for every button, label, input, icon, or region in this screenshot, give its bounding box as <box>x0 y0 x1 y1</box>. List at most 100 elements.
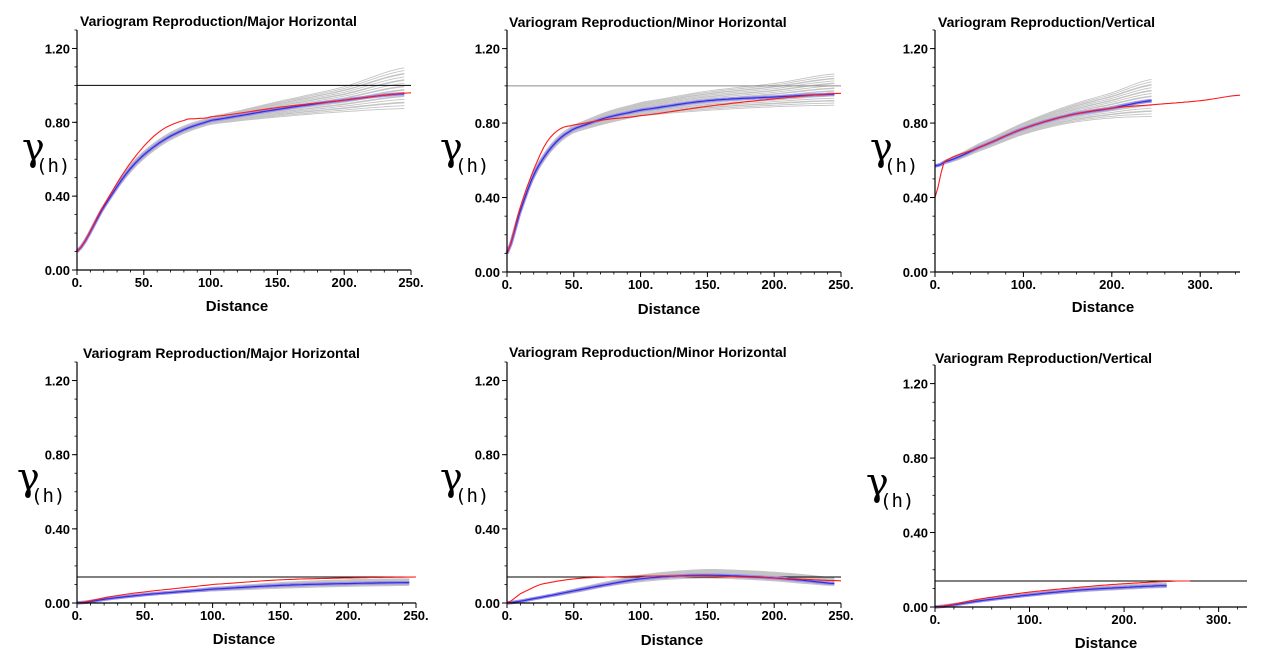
y-axis-label-subscript: (h) <box>36 155 70 177</box>
panel-title: Variogram Reproduction/Vertical <box>935 350 1152 366</box>
realization-line <box>506 90 835 254</box>
x-tick-label: 50. <box>565 608 583 623</box>
y-axis-label-gamma: γ <box>440 455 463 499</box>
x-tick-label: 100. <box>628 608 653 623</box>
variogram-panel-2: Variogram Reproduction/Minor Horizontal 0… <box>440 14 854 318</box>
x-axis-label: Distance <box>1075 635 1138 651</box>
x-axis-label: Distance <box>213 631 276 648</box>
realization-line <box>76 108 405 252</box>
x-tick-label: 250. <box>828 277 853 292</box>
x-tick-label: 300. <box>1206 612 1231 627</box>
simulation-realizations <box>506 569 835 604</box>
x-axis-label: Distance <box>641 632 704 649</box>
y-axis-label-subscript: (h) <box>884 155 918 177</box>
y-tick-label: 0.40 <box>475 522 500 537</box>
simulation-mean-line <box>76 582 410 604</box>
y-tick-label: 0.40 <box>903 191 928 206</box>
simulation-mean-line <box>934 585 1167 608</box>
y-axis-label-subscript: (h) <box>455 155 489 177</box>
realization-line <box>76 82 405 252</box>
realization-line <box>506 97 835 254</box>
y-tick-label: 0.80 <box>45 115 70 130</box>
x-tick-label: 0. <box>72 275 83 290</box>
panel-title: Variogram Reproduction/Minor Horizontal <box>509 344 787 360</box>
model-variogram-line <box>506 575 842 604</box>
simulation-realizations <box>76 67 405 252</box>
x-tick-label: 100. <box>1017 612 1042 627</box>
variogram-panel-4: Variogram Reproduction/Major Horizontal 0… <box>17 345 429 648</box>
x-tick-label: 250. <box>398 275 423 290</box>
x-tick-label: 50. <box>135 275 153 290</box>
y-tick-label: 0.40 <box>475 191 500 206</box>
x-tick-label: 0. <box>502 608 513 623</box>
x-axis-label: Distance <box>1072 299 1135 316</box>
x-tick-label: 100. <box>1011 277 1036 292</box>
simulation-mean-line <box>506 93 835 254</box>
x-tick-label: 50. <box>136 608 154 623</box>
panel-title: Variogram Reproduction/Vertical <box>938 14 1155 30</box>
y-tick-label: 1.20 <box>45 374 70 389</box>
x-tick-label: 0. <box>72 608 83 623</box>
y-axis-label-gamma: γ <box>866 460 889 504</box>
x-axis-label: Distance <box>206 298 269 315</box>
realization-line <box>506 95 835 254</box>
realization-line <box>506 95 835 254</box>
model-variogram-line <box>934 580 1191 608</box>
x-tick-label: 250. <box>403 608 428 623</box>
x-tick-label: 200. <box>762 608 787 623</box>
y-axis-label-gamma: γ <box>440 125 463 169</box>
y-tick-label: 0.00 <box>45 263 70 278</box>
y-axis-label-subscript: (h) <box>880 490 914 512</box>
model-variogram-line <box>76 576 417 604</box>
x-tick-label: 150. <box>268 608 293 623</box>
x-tick-label: 200. <box>332 275 357 290</box>
simulation-mean-halo <box>505 92 835 255</box>
x-tick-label: 250. <box>828 608 853 623</box>
y-axis-label-subscript: (h) <box>455 485 489 507</box>
model-variogram-line <box>506 92 842 254</box>
variogram-panel-3: Variogram Reproduction/Vertical 0. 100. 200… <box>870 14 1241 316</box>
variogram-panel-5: Variogram Reproduction/Minor Horizontal 0… <box>440 344 854 649</box>
y-axis-label-subscript: (h) <box>31 485 65 507</box>
y-tick-label: 0.80 <box>475 116 500 131</box>
realization-line <box>506 99 835 254</box>
model-variogram-line <box>934 94 1241 198</box>
x-tick-label: 0. <box>930 612 941 627</box>
y-tick-label: 1.20 <box>903 377 928 392</box>
y-tick-label: 0.40 <box>45 189 70 204</box>
y-tick-label: 0.00 <box>903 600 928 615</box>
realization-line <box>506 73 835 254</box>
realization-line <box>506 100 835 254</box>
y-tick-label: 0.80 <box>475 448 500 463</box>
y-tick-label: 0.80 <box>903 116 928 131</box>
x-tick-label: 200. <box>1099 277 1124 292</box>
x-tick-label: 0. <box>930 277 941 292</box>
realization-line <box>934 78 1152 167</box>
panel-title: Variogram Reproduction/Major Horizontal <box>83 345 360 361</box>
x-tick-label: 100. <box>198 275 223 290</box>
variogram-panel-1: Variogram Reproduction/Major Horizontal 0… <box>22 13 424 315</box>
realization-line <box>76 101 405 252</box>
y-axis-label-gamma: γ <box>870 125 893 169</box>
x-tick-label: 50. <box>565 277 583 292</box>
y-tick-label: 1.20 <box>903 42 928 57</box>
model-variogram-line <box>76 92 412 252</box>
panel-title: Variogram Reproduction/Major Horizontal <box>80 13 357 29</box>
y-tick-label: 0.80 <box>45 448 70 463</box>
y-tick-label: 1.20 <box>475 42 500 57</box>
x-tick-label: 150. <box>265 275 290 290</box>
x-axis-label: Distance <box>638 301 701 318</box>
x-tick-label: 0. <box>502 277 513 292</box>
x-tick-label: 200. <box>762 277 787 292</box>
y-axis-label-gamma: γ <box>22 125 45 169</box>
realization-line <box>506 90 835 254</box>
panel-title: Variogram Reproduction/Minor Horizontal <box>509 14 787 30</box>
y-tick-label: 0.00 <box>45 596 70 611</box>
y-tick-label: 1.20 <box>475 374 500 389</box>
y-tick-label: 1.20 <box>45 41 70 56</box>
x-tick-label: 100. <box>628 277 653 292</box>
variogram-panel-6: Variogram Reproduction/Vertical 0. 100. 200… <box>866 350 1247 651</box>
y-tick-label: 0.00 <box>475 596 500 611</box>
y-tick-label: 0.80 <box>903 451 928 466</box>
